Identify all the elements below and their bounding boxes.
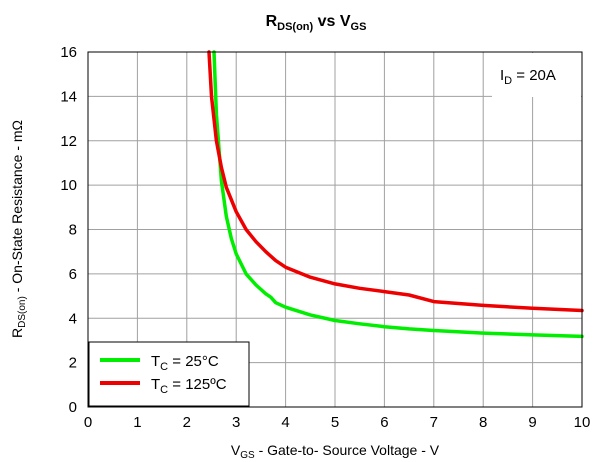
y-tick-label: 8 <box>69 222 77 239</box>
x-tick-label: 0 <box>84 414 92 431</box>
x-tick-label: 1 <box>133 414 141 431</box>
x-tick-label: 5 <box>331 414 339 431</box>
ylabel-sub: DS(on) <box>17 296 28 328</box>
legend-25c-pre: T <box>151 353 160 370</box>
y-tick-label: 0 <box>69 399 77 416</box>
x-tick-label: 8 <box>479 414 487 431</box>
ylabel-pre: R <box>9 328 25 338</box>
legend-125c-post: = 125ºC <box>168 376 227 393</box>
x-tick-label: 7 <box>430 414 438 431</box>
legend-25c-sub: C <box>160 361 168 373</box>
annotation-box <box>492 53 581 97</box>
x-tick-labels: 0 1 2 3 4 5 6 7 8 9 10 <box>84 414 591 431</box>
series-curves <box>207 50 584 339</box>
annotation-text: ID = 20A <box>500 67 556 87</box>
title-sub1: DS(on) <box>277 21 313 33</box>
title-sub2: GS <box>351 21 367 33</box>
legend-25c-post: = 25°C <box>168 353 219 370</box>
plot-frame <box>87 51 583 408</box>
x-tick-label: 6 <box>380 414 388 431</box>
legend-125c-sub: C <box>160 384 168 396</box>
y-tick-label: 10 <box>60 177 77 194</box>
y-tick-labels: 0 2 4 6 8 10 12 14 16 <box>60 44 77 416</box>
annotation-sub: D <box>504 75 512 87</box>
y-axis-label: RDS(on) - On-State Resistance - mΩ <box>9 120 28 338</box>
grid-lines <box>88 52 582 407</box>
y-tick-label: 14 <box>60 88 77 105</box>
annotation-post: = 20A <box>512 67 556 84</box>
title-mid: vs V <box>313 13 351 30</box>
x-tick-label: 3 <box>232 414 240 431</box>
chart-title: RDS(on) vs VGS <box>266 13 367 33</box>
xlabel-pre: V <box>231 442 241 458</box>
title-main: R <box>266 13 278 30</box>
x-tick-label: 2 <box>183 414 191 431</box>
y-tick-label: 4 <box>69 310 77 327</box>
xlabel-sub: GS <box>240 450 255 461</box>
ylabel-post: - On-State Resistance - mΩ <box>9 120 25 296</box>
y-tick-label: 12 <box>60 133 77 150</box>
series-line-25c <box>212 50 584 339</box>
y-tick-label: 2 <box>69 355 77 372</box>
annotation-pre: I <box>500 67 504 84</box>
xlabel-post: - Gate-to- Source Voltage - V <box>255 442 440 458</box>
y-tick-label: 6 <box>69 266 77 283</box>
x-tick-label: 4 <box>281 414 289 431</box>
legend: TC = 25°C TC = 125ºC <box>88 341 250 407</box>
series-line-125c <box>207 50 584 313</box>
legend-label-125c: TC = 125ºC <box>151 376 227 396</box>
legend-box <box>88 341 250 407</box>
y-tick-label: 16 <box>60 44 77 61</box>
x-tick-label: 10 <box>574 414 591 431</box>
legend-125c-pre: T <box>151 376 160 393</box>
x-tick-label: 9 <box>528 414 536 431</box>
legend-label-25c: TC = 25°C <box>151 353 219 373</box>
x-axis-label: VGS - Gate-to- Source Voltage - V <box>231 442 440 461</box>
